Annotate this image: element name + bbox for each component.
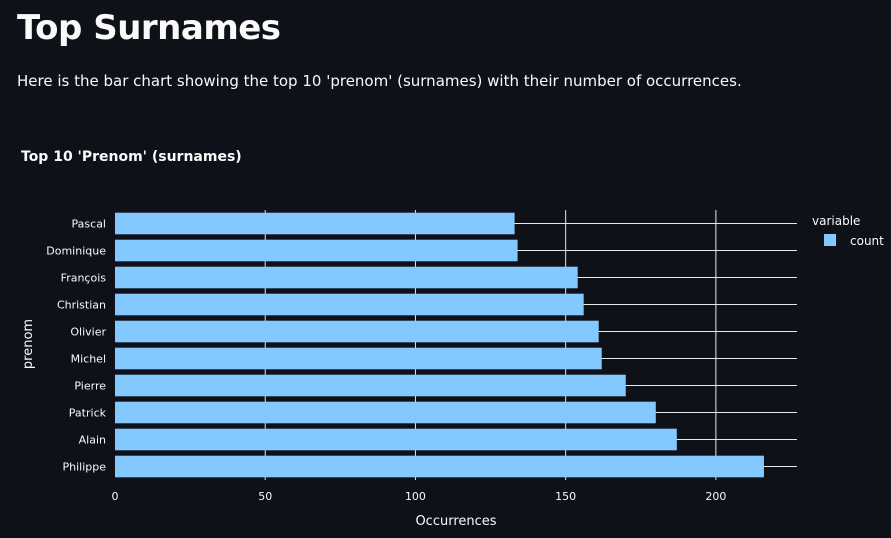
y-tick-label: Dominique — [46, 245, 106, 258]
bar-philippe[interactable] — [115, 455, 764, 478]
bar-chart: Top 10 'Prenom' (surnames) Pascal Dominiq… — [21, 149, 884, 529]
x-tick-label: 150 — [555, 490, 576, 503]
legend[interactable]: variable count — [812, 214, 884, 248]
y-axis-title: prenom — [21, 319, 36, 369]
x-axis-title: Occurrences — [415, 514, 496, 529]
y-tick-labels: Pascal Dominique François Christian Olivier M… — [46, 218, 106, 474]
legend-swatch[interactable] — [824, 234, 836, 246]
bars — [115, 212, 764, 478]
y-tick-label: François — [61, 272, 107, 285]
bar-pascal[interactable] — [115, 212, 515, 235]
bar-christian[interactable] — [115, 293, 584, 316]
x-tick-labels: 0 50 100 150 200 — [112, 490, 727, 503]
y-tick-label: Alain — [79, 434, 106, 447]
page-description: Here is the bar chart showing the top 10… — [17, 72, 742, 90]
x-tick-label: 0 — [112, 490, 119, 503]
chart-container: Top 10 'Prenom' (surnames) Pascal Dominiq… — [0, 140, 891, 534]
x-tick-label: 200 — [705, 490, 726, 503]
bar-michel[interactable] — [115, 347, 602, 370]
bar-patrick[interactable] — [115, 401, 656, 424]
y-tick-label: Pierre — [74, 380, 106, 393]
x-tick-label: 50 — [258, 490, 272, 503]
y-tick-label: Pascal — [72, 218, 106, 231]
x-tick-label: 100 — [405, 490, 426, 503]
bar-dominique[interactable] — [115, 239, 518, 262]
y-tick-label: Christian — [57, 299, 106, 312]
legend-item-count[interactable]: count — [850, 234, 884, 248]
bar-alain[interactable] — [115, 428, 677, 451]
bar-francois[interactable] — [115, 266, 578, 289]
y-tick-label: Olivier — [70, 326, 106, 339]
y-tick-label: Patrick — [69, 407, 107, 420]
legend-title: variable — [812, 214, 860, 228]
y-tick-label: Philippe — [62, 461, 106, 474]
y-tick-label: Michel — [71, 353, 106, 366]
bar-olivier[interactable] — [115, 320, 599, 343]
page-title: Top Surnames — [17, 8, 281, 48]
bar-pierre[interactable] — [115, 374, 626, 397]
chart-title: Top 10 'Prenom' (surnames) — [21, 149, 242, 165]
